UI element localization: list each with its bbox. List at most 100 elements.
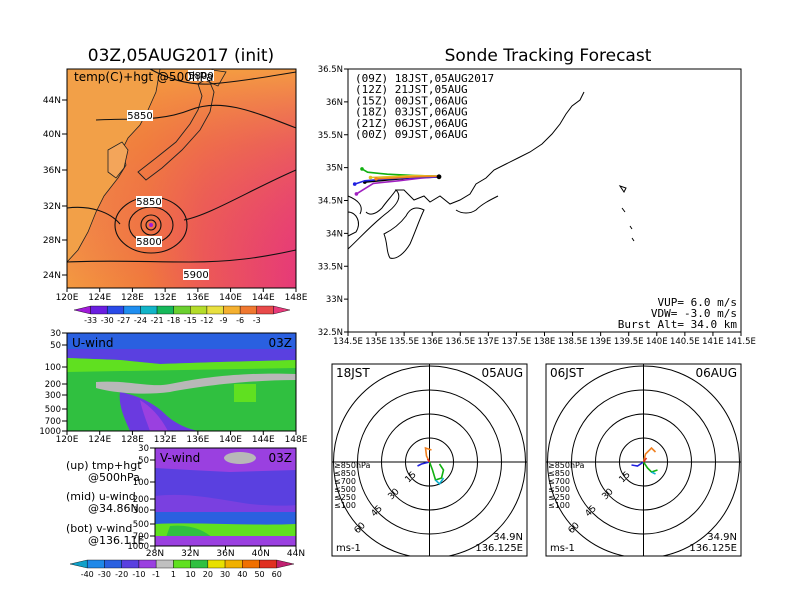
pressure-tick-label: 100 [133,478,149,488]
polar-level-label: ≥850hPa [548,461,585,470]
launch-point [436,174,442,180]
lon-tick-label: 136E [186,293,209,303]
colorbar-swatch [155,559,174,569]
colorbar-swatch [140,305,158,315]
lon-tick-label: 139E [590,337,612,347]
track-legend-entry: (18Z) 03JST,06AUG [355,106,468,119]
lon-tick-label: 144E [252,435,275,445]
track-legend-entry: (09Z) 18JST,05AUG2017 [355,72,494,85]
polar-date-label: 05AUG [481,366,523,380]
coastline [347,91,585,250]
colorbar-label: -15 [184,316,197,325]
contour-label: 5900 [183,270,208,281]
contour-label: 5850 [127,111,152,122]
lat-tick-label: 44N [287,549,305,559]
lon-tick-label: 140E [219,293,242,303]
colorbar-swatch [190,559,209,569]
lat-tick-label: 36N [43,166,61,176]
polar-level-label: ≤500 [548,485,570,494]
lat-tick-label: 24N [43,271,61,281]
colorbar-label: -9 [220,316,228,325]
temp-map-panel: 5800 5850 5850 5800 5900 temp(C)+hgt @50… [43,68,308,303]
colorbar-label: 50 [254,570,264,579]
lon-tick-label: 140E [646,337,668,347]
pressure-tick-label: 200 [133,495,149,505]
u-wind-label: U-wind [72,336,113,350]
polar-lat-label: 34.9N [493,532,523,543]
contour-5800-north [149,68,297,85]
track-legend-entry: (15Z) 00JST,06AUG [355,94,468,107]
colorbar-swatch [173,559,191,569]
lat-tick-label: 32N [181,549,199,559]
island-a [618,185,635,242]
v-wind-time: 03Z [269,451,293,465]
colorbar-label: -18 [167,316,180,325]
track-landing-point [360,167,364,171]
lon-tick-label: 120E [56,293,79,303]
polar-lat-label: 34.9N [707,532,737,543]
lon-tick-label: 136E [421,337,443,347]
colorbar-label: -1 [152,570,160,579]
polar-time-label: 06JST [550,366,584,380]
lon-tick-label: 124E [88,293,111,303]
lat-tick-label: 32.5N [318,328,343,338]
polar-level-label: ≤250 [548,493,570,502]
polar-level-label: ≤250 [334,493,356,502]
colorbar-label: -30 [101,316,114,325]
param-burst: Burst Alt= 34.0 km [618,318,738,331]
lon-tick-label: 141E [702,337,724,347]
pressure-tick-label: 200 [45,380,61,390]
colorbar-swatch [206,305,224,315]
colorbar-swatch [276,559,295,569]
lon-tick-label: 138.5E [558,337,588,347]
lon-tick-label: 148E [285,435,308,445]
polar-unit-label: ms-1 [336,543,361,554]
colorbar-label: 20 [203,570,213,579]
typhoon-eye-1 [140,214,162,236]
polar-unit-label: ms-1 [550,543,575,554]
param-vdw: VDW= -3.0 m/s [651,307,737,320]
lon-tick-label: 144E [252,293,275,303]
polar-level-label: ≤700 [334,477,356,486]
colorbar-swatch [69,559,88,569]
typhoon-eye-2 [145,219,157,231]
track-lat-ticks: 36.5N 36N 35.5N 35N 34.5N 34N 33.5N 33N 32.5N [318,65,348,338]
lon-tick-label: 128E [121,435,144,445]
track-legend-entry: (00Z) 09JST,06AUG [355,128,468,141]
polar-level-label: ≤100 [548,501,570,510]
lon-tick-label: 128E [121,293,144,303]
pressure-tick-label: 1000 [39,427,61,437]
pressure-tick-label: 500 [133,520,149,530]
legend-notes: (up) tmp+hgt @500hPa (mid) u-wind @34.86… [66,459,144,547]
contour-labels: 5800 5850 5850 5800 5900 [127,70,214,281]
polar-level-label: ≤100 [334,501,356,510]
note-line2: @500hPa [88,471,140,484]
colorbar-swatch [224,559,243,569]
pressure-tick-label: 300 [133,506,149,516]
polar-level-label: ≥850hPa [334,461,371,470]
lon-tick-label: 132E [154,293,177,303]
track-legend-entry: (21Z) 06JST,06AUG [355,117,468,130]
lon-tick-label: 120E [56,435,79,445]
colorbar-swatch [242,559,260,569]
colorbar-label: -30 [98,570,111,579]
colorbar-label: -12 [200,316,213,325]
v-wind-label: V-wind [160,451,200,465]
polar-lon-label: 136.125E [475,543,523,554]
lat-tick-label: 36N [326,98,343,108]
lon-tick-label: 136E [186,435,209,445]
polar-date-label: 06AUG [695,366,737,380]
pressure-tick-label: 30 [50,329,61,339]
lat-tick-label: 28N [43,236,61,246]
polar-level-label: ≤700 [548,477,570,486]
left-title: 03Z,05AUG2017 (init) [88,46,274,66]
contour-label: 5800 [136,237,161,248]
lon-tick-label: 141.5E [726,337,756,347]
hodograph-trace [434,477,445,486]
pressure-tick-label: 1000 [127,542,149,552]
